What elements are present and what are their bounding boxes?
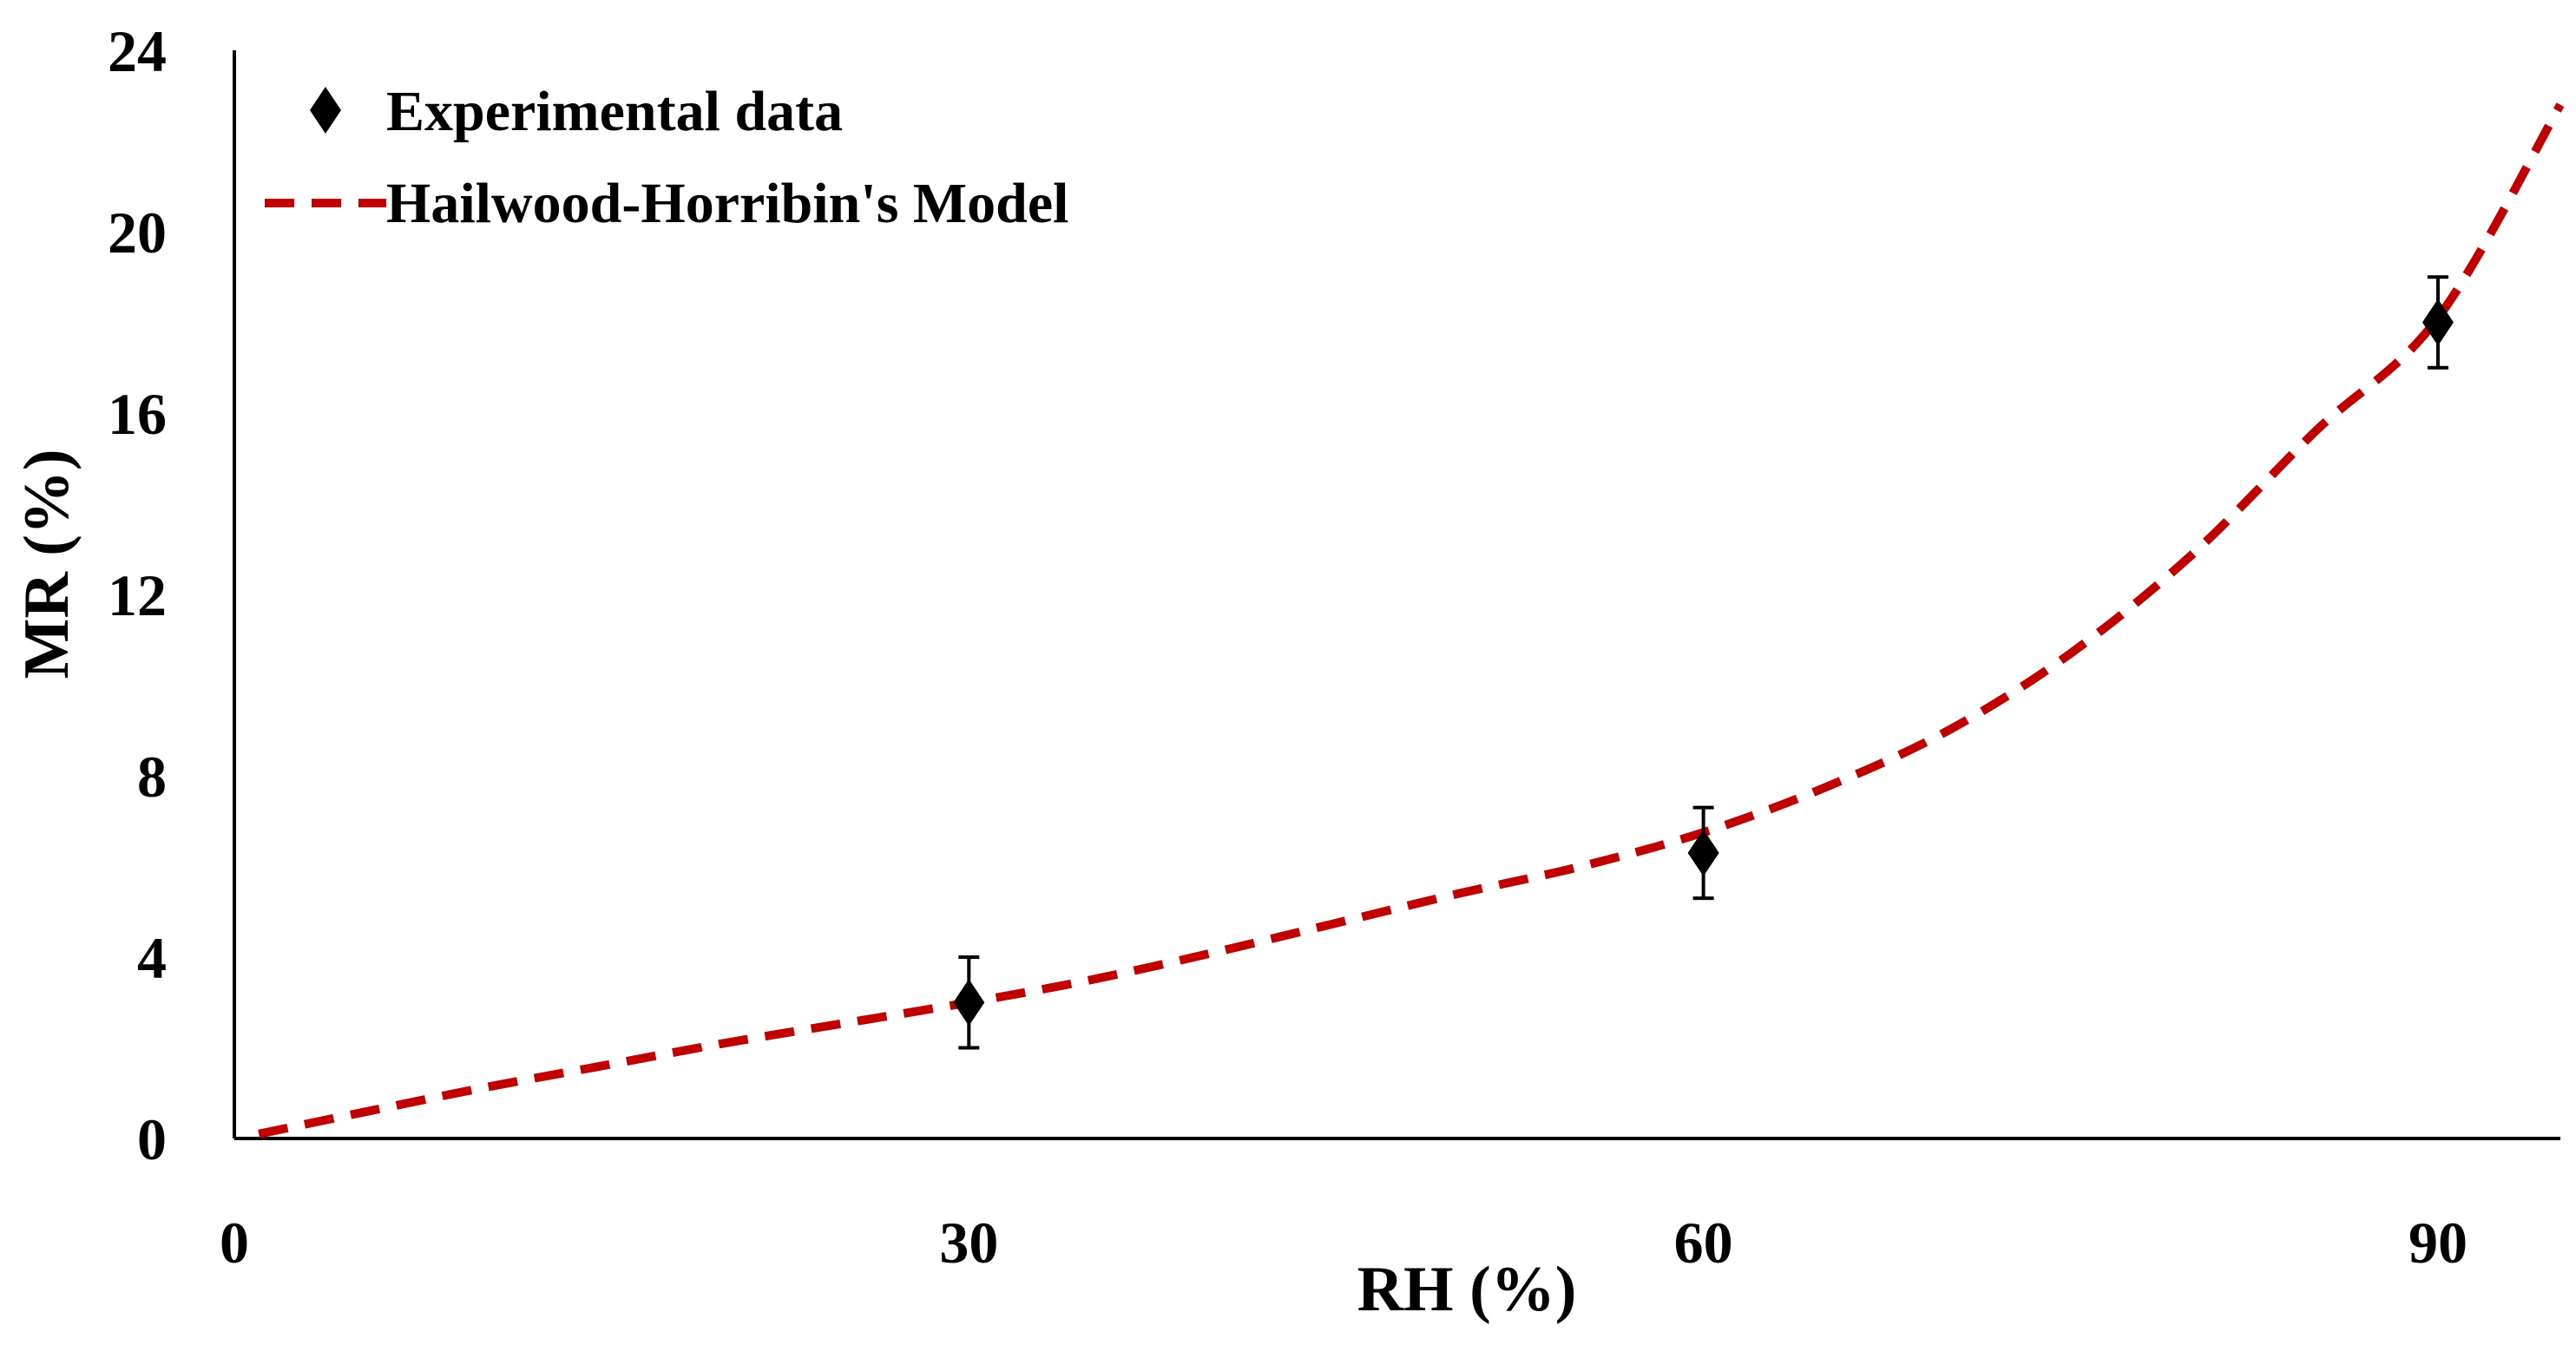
data-point xyxy=(1687,805,1719,901)
x-tick-label: 90 xyxy=(2408,1210,2468,1276)
y-tick-label: 4 xyxy=(137,925,167,991)
y-tick-label: 12 xyxy=(108,562,167,628)
legend-diamond-marker xyxy=(310,87,341,134)
y-tick-label: 20 xyxy=(108,200,167,266)
data-point xyxy=(953,955,985,1050)
diamond-marker xyxy=(2422,299,2454,346)
model-curve-line xyxy=(258,102,2565,1138)
legend-experimental-label: Experimental data xyxy=(386,80,843,143)
x-tick-label: 30 xyxy=(939,1210,998,1276)
legend-model-label: Hailwood-Horribin's Model xyxy=(386,172,1069,235)
diamond-marker xyxy=(953,979,985,1027)
x-axis-ticks: 0 30 60 90 xyxy=(220,1210,2468,1276)
axes xyxy=(233,50,2560,1140)
legend: Experimental data Hailwood-Horribin's Mo… xyxy=(265,80,1069,235)
y-tick-label: 16 xyxy=(108,381,167,447)
experimental-points xyxy=(953,275,2454,1050)
x-axis-label: RH (%) xyxy=(1357,1254,1577,1325)
x-tick-label: 0 xyxy=(220,1210,249,1276)
x-tick-label: 60 xyxy=(1674,1210,1733,1276)
y-tick-label: 24 xyxy=(108,18,167,84)
data-point xyxy=(2422,275,2454,370)
y-axis-ticks: 0 4 8 12 16 20 24 xyxy=(108,18,167,1172)
y-tick-label: 0 xyxy=(137,1106,167,1172)
diamond-marker xyxy=(1687,829,1719,876)
y-tick-label: 8 xyxy=(137,744,167,810)
y-axis-label: MR (%) xyxy=(11,449,82,679)
